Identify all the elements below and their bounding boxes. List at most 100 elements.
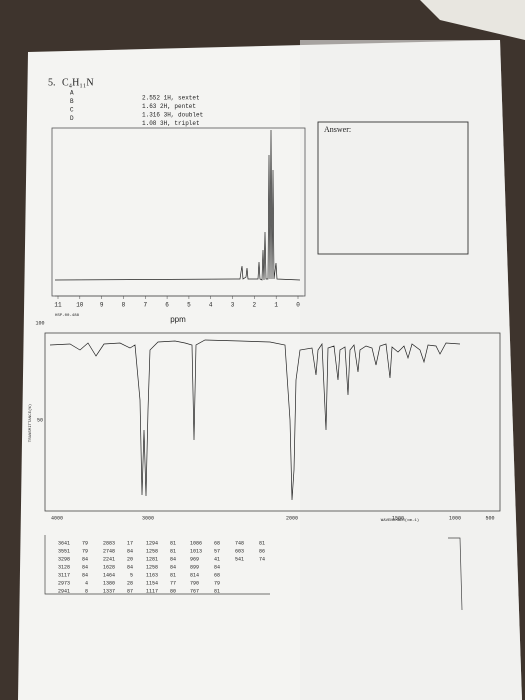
wavenumber: 3128: [58, 564, 70, 570]
transmittance: 81: [170, 572, 176, 578]
transmittance: 81: [214, 588, 220, 594]
transmittance: 79: [82, 548, 88, 554]
transmittance: 84: [170, 564, 176, 570]
nmr-tick-label: 1: [274, 302, 278, 309]
ir-x-tick-label: 1500: [392, 515, 404, 521]
wavenumber: 1628: [103, 564, 115, 570]
transmittance: 4: [85, 580, 88, 586]
ir-x-tick-label: 2000: [286, 515, 298, 521]
wavenumber: 1163: [146, 572, 158, 578]
nmr-tick-label: 0: [296, 302, 300, 309]
transmittance: 84: [127, 548, 133, 554]
wavenumber: 814: [190, 572, 199, 578]
wavenumber: 2748: [103, 548, 115, 554]
formula: C₄H₁₁N: [62, 77, 94, 88]
wavenumber: 2883: [103, 540, 115, 546]
wavenumber: 748: [235, 540, 244, 546]
wavenumber: 790: [190, 580, 199, 586]
transmittance: 80: [170, 588, 176, 594]
wavenumber: 1464: [103, 572, 115, 578]
wavenumber: 1013: [190, 548, 202, 554]
table-frame: [44, 535, 270, 595]
wavenumber: 3117: [58, 572, 70, 578]
wavenumber: 541: [235, 556, 244, 562]
peak-description: 1.63 2H, pentet: [142, 103, 196, 110]
transmittance: 8: [85, 588, 88, 594]
nmr-tick-label: 10: [76, 302, 84, 309]
ir-x-tick-label: 1000: [449, 515, 461, 521]
transmittance: 79: [82, 540, 88, 546]
transmittance: 84: [170, 556, 176, 562]
wavenumber: 603: [235, 548, 244, 554]
wavenumber: 1380: [103, 580, 115, 586]
wavenumber: 2941: [58, 588, 70, 594]
wavenumber: 1154: [146, 580, 158, 586]
wavenumber: 2973: [58, 580, 70, 586]
ir-x-tick-label: 500: [485, 515, 494, 521]
nmr-tick-label: 8: [122, 302, 126, 309]
page-shade: [300, 40, 522, 700]
nmr-code: HSP-00-488: [55, 314, 80, 318]
wavenumber: 1258: [146, 548, 158, 554]
wavenumber: 1117: [146, 588, 158, 594]
wavenumber: 1258: [146, 564, 158, 570]
transmittance: 86: [259, 548, 265, 554]
ir-frame: [44, 332, 501, 512]
background-paper: [420, 0, 525, 40]
transmittance: 81: [170, 548, 176, 554]
question-number: 5.: [48, 77, 56, 88]
wavenumber: 767: [190, 588, 199, 594]
nmr-spectrum: [54, 129, 301, 281]
wavenumber: 1086: [190, 540, 202, 546]
wavenumber: 1281: [146, 556, 158, 562]
peak-description: 1.316 3H, doublet: [142, 112, 203, 119]
nmr-tick-label: 4: [209, 302, 213, 309]
wavenumber: 2241: [103, 556, 115, 562]
wavenumber: 1294: [146, 540, 158, 546]
transmittance: 79: [214, 580, 220, 586]
spin-label: C: [70, 107, 74, 114]
transmittance: 81: [170, 540, 176, 546]
wavenumber: 1337: [103, 588, 115, 594]
ir-x-tick-label: 3000: [142, 515, 154, 521]
transmittance: 84: [82, 564, 88, 570]
transmittance: 81: [259, 540, 265, 546]
answer-label: Answer:: [324, 125, 351, 134]
ir-spectrum: [49, 339, 461, 501]
ir-x-tick-label: 4000: [51, 515, 63, 521]
spin-label: A: [70, 90, 74, 97]
table-bracket: [448, 537, 463, 611]
spin-label: D: [70, 115, 74, 122]
spin-label: B: [70, 98, 74, 105]
transmittance: 17: [127, 540, 133, 546]
transmittance: 68: [214, 540, 220, 546]
transmittance: 84: [82, 572, 88, 578]
transmittance: 28: [127, 580, 133, 586]
transmittance: 41: [214, 556, 220, 562]
wavenumber: 899: [190, 564, 199, 570]
transmittance: 84: [127, 564, 133, 570]
ir-y-tick-label: 100: [35, 320, 44, 326]
answer-box: [317, 121, 469, 255]
transmittance: 57: [214, 548, 220, 554]
nmr-x-label: ppm: [170, 315, 186, 324]
nmr-tick-label: 3: [231, 302, 235, 309]
transmittance: 68: [214, 572, 220, 578]
ir-y-label: TRANSMITTANCE(%): [28, 404, 33, 442]
wavenumber: 969: [190, 556, 199, 562]
ir-x-label: WAVENUMBER(cm-1): [381, 518, 419, 523]
wavenumber: 3298: [58, 556, 70, 562]
wavenumber: 3551: [58, 548, 70, 554]
transmittance: 74: [259, 556, 265, 562]
transmittance: 84: [214, 564, 220, 570]
transmittance: 77: [170, 580, 176, 586]
transmittance: 5: [130, 572, 133, 578]
nmr-tick-label: 2: [253, 302, 257, 309]
peak-description: 1.08 3H, triplet: [142, 120, 200, 127]
transmittance: 20: [127, 556, 133, 562]
nmr-tick-label: 6: [165, 302, 169, 309]
wavenumber: 3641: [58, 540, 70, 546]
peak-description: 2.552 1H, sextet: [142, 95, 200, 102]
nmr-tick-label: 9: [100, 302, 104, 309]
